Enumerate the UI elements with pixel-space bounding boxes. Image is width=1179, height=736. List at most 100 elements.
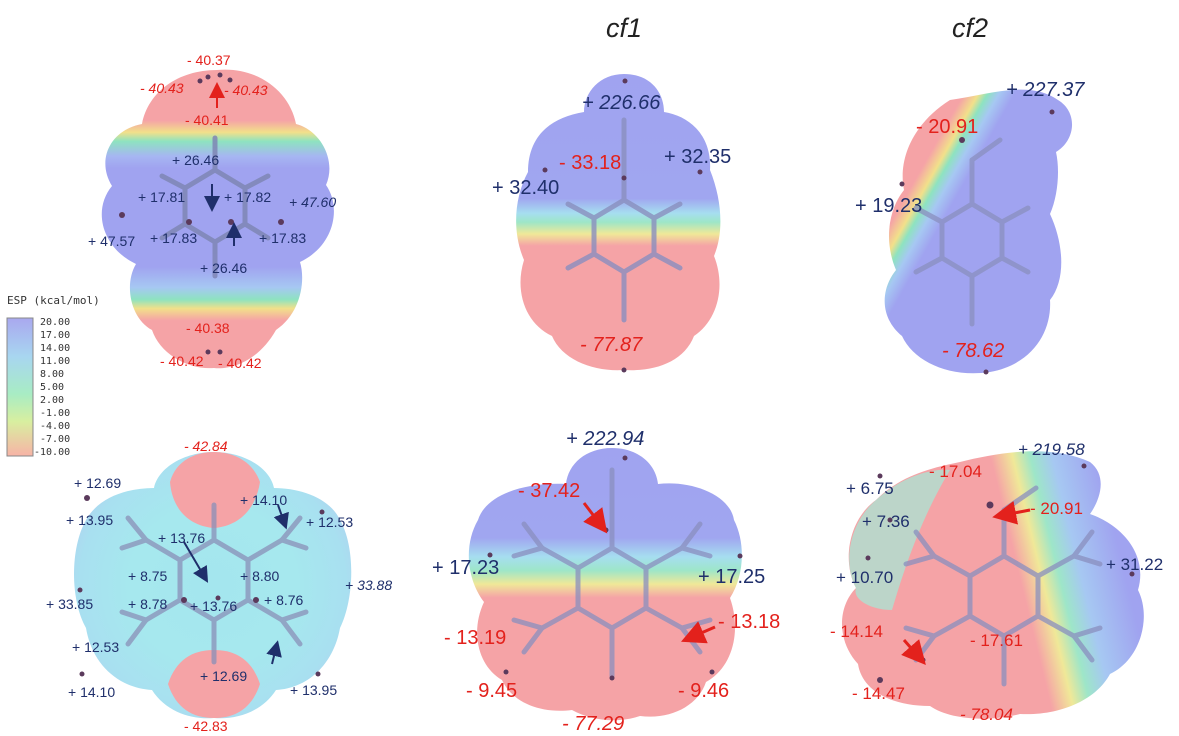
esp-legend: ESP (kcal/mol) 20.00 17.00 14.00 11.00 8… [6,294,100,458]
esp-label: + 13.76 [190,598,237,614]
esp-label: + 219.58 [1018,440,1085,459]
esp-label: - 40.43 [224,82,268,98]
legend-title: ESP (kcal/mol) [7,294,100,307]
esp-label: + 47.60 [289,194,336,210]
arrow-4a [273,504,289,530]
header-cf2: cf2 [952,13,988,43]
esp-label: + 33.85 [46,596,93,612]
esp-label: - 40.41 [185,112,229,128]
panel-2-molecule: + 226.66 - 33.18 + 32.35 + 32.40 - 77.87 [492,74,731,373]
molecule-skeleton-2 [565,117,683,323]
esp-label: + 17.23 [432,557,499,579]
panel-1-molecule: - 40.37 - 40.43 - 40.43 - 40.41 + 26.46 … [88,52,336,371]
extremum-dots-5 [487,455,743,681]
molecule-skeleton-6 [903,485,1103,687]
arrow-4c [266,640,282,665]
esp-label: - 40.42 [218,355,262,371]
esp-label: + 13.95 [66,512,113,528]
esp-label: + 226.66 [582,92,661,114]
esp-label: + 8.76 [264,592,304,608]
legend-tick: -4.00 [40,421,70,432]
legend-tick: 20.00 [40,317,70,328]
esp-label: + 13.76 [158,530,205,546]
esp-surface-4-red-bottom [168,650,260,718]
esp-surface-1 [101,69,334,369]
extremum-dots-2 [542,78,703,373]
esp-label: + 17.82 [224,189,271,205]
legend-tick: 17.00 [40,330,70,341]
esp-label: + 14.10 [68,684,115,700]
legend-tick: 11.00 [40,356,70,367]
legend-tick: 14.00 [40,343,70,354]
esp-label: - 40.42 [160,353,204,369]
esp-surface-6-cyan-left [849,469,950,610]
esp-label: + 17.25 [698,566,765,588]
esp-label: - 17.04 [929,462,982,481]
molecule-skeleton-4 [119,502,309,665]
esp-label: + 12.69 [200,668,247,684]
esp-label: - 78.04 [960,705,1013,724]
legend-tick: -7.00 [40,434,70,445]
legend-tick: -1.00 [40,408,70,419]
esp-label: + 12.69 [74,475,121,491]
panel-4-molecule: - 42.84 + 12.69 + 13.95 + 14.10 + 12.53 … [46,438,392,734]
extremum-dots-3 [899,109,1055,375]
arrow-5a [582,502,608,534]
molecule-skeleton-5 [511,467,713,679]
esp-label: + 10.70 [836,568,893,587]
esp-label: + 32.35 [664,146,731,168]
esp-surface-2 [516,74,721,371]
esp-label: + 33.88 [345,577,392,593]
esp-label: - 40.38 [186,320,230,336]
panel-5-molecule: + 222.94 - 37.42 + 17.23 + 17.25 - 13.19… [432,428,780,735]
legend-tick: 5.00 [40,382,64,393]
esp-label: - 40.37 [187,52,231,68]
esp-label: + 17.83 [150,230,197,246]
esp-label: + 31.22 [1106,555,1163,574]
esp-label: + 12.53 [72,639,119,655]
esp-label: + 8.80 [240,568,280,584]
esp-label: + 17.83 [259,230,306,246]
esp-surface-4-red-top [170,452,260,528]
esp-label: - 14.14 [830,622,883,641]
arrow-6a [992,500,1031,525]
panel-3-molecule: + 227.37 - 20.91 + 19.23 - 78.62 [855,79,1085,375]
arrow-6b [901,639,926,666]
legend-tick: 8.00 [40,369,64,380]
legend-colorbar [6,317,34,457]
panel-6-molecule: + 219.58 - 17.04 + 6.75 + 7.36 - 20.91 +… [830,440,1163,724]
header-cf1: cf1 [606,13,642,43]
esp-label: + 8.78 [128,596,168,612]
esp-label: + 222.94 [566,428,644,450]
esp-label: + 13.95 [290,682,337,698]
molecule-skeleton-1 [159,135,271,279]
esp-label: - 33.18 [559,152,621,174]
esp-label: - 77.29 [562,713,624,735]
esp-label: + 47.57 [88,233,135,249]
esp-label: - 9.45 [466,680,517,702]
esp-label: - 20.91 [916,116,978,138]
esp-label: + 227.37 [1006,79,1085,101]
esp-label: - 78.62 [942,340,1004,362]
esp-label: + 19.23 [855,195,922,217]
esp-label: + 6.75 [846,479,894,498]
arrow-4b [183,541,209,583]
esp-surface-5 [468,448,742,721]
esp-label: - 40.43 [140,80,184,96]
esp-label: - 9.46 [678,680,729,702]
esp-label: + 14.10 [240,492,287,508]
esp-label: - 77.87 [580,334,643,356]
esp-label: - 20.91 [1030,499,1083,518]
esp-label: - 37.42 [518,480,580,502]
esp-label: - 17.61 [970,631,1023,650]
esp-label: + 26.46 [200,260,247,276]
extremum-dots-4 [77,495,325,677]
esp-label: + 8.75 [128,568,168,584]
arrow-5b [680,621,716,644]
esp-label: - 14.47 [852,684,905,703]
esp-label: + 32.40 [492,177,559,199]
esp-label: + 12.53 [306,514,353,530]
legend-tick: -10.00 [34,447,70,458]
extremum-dots-1 [119,72,284,355]
